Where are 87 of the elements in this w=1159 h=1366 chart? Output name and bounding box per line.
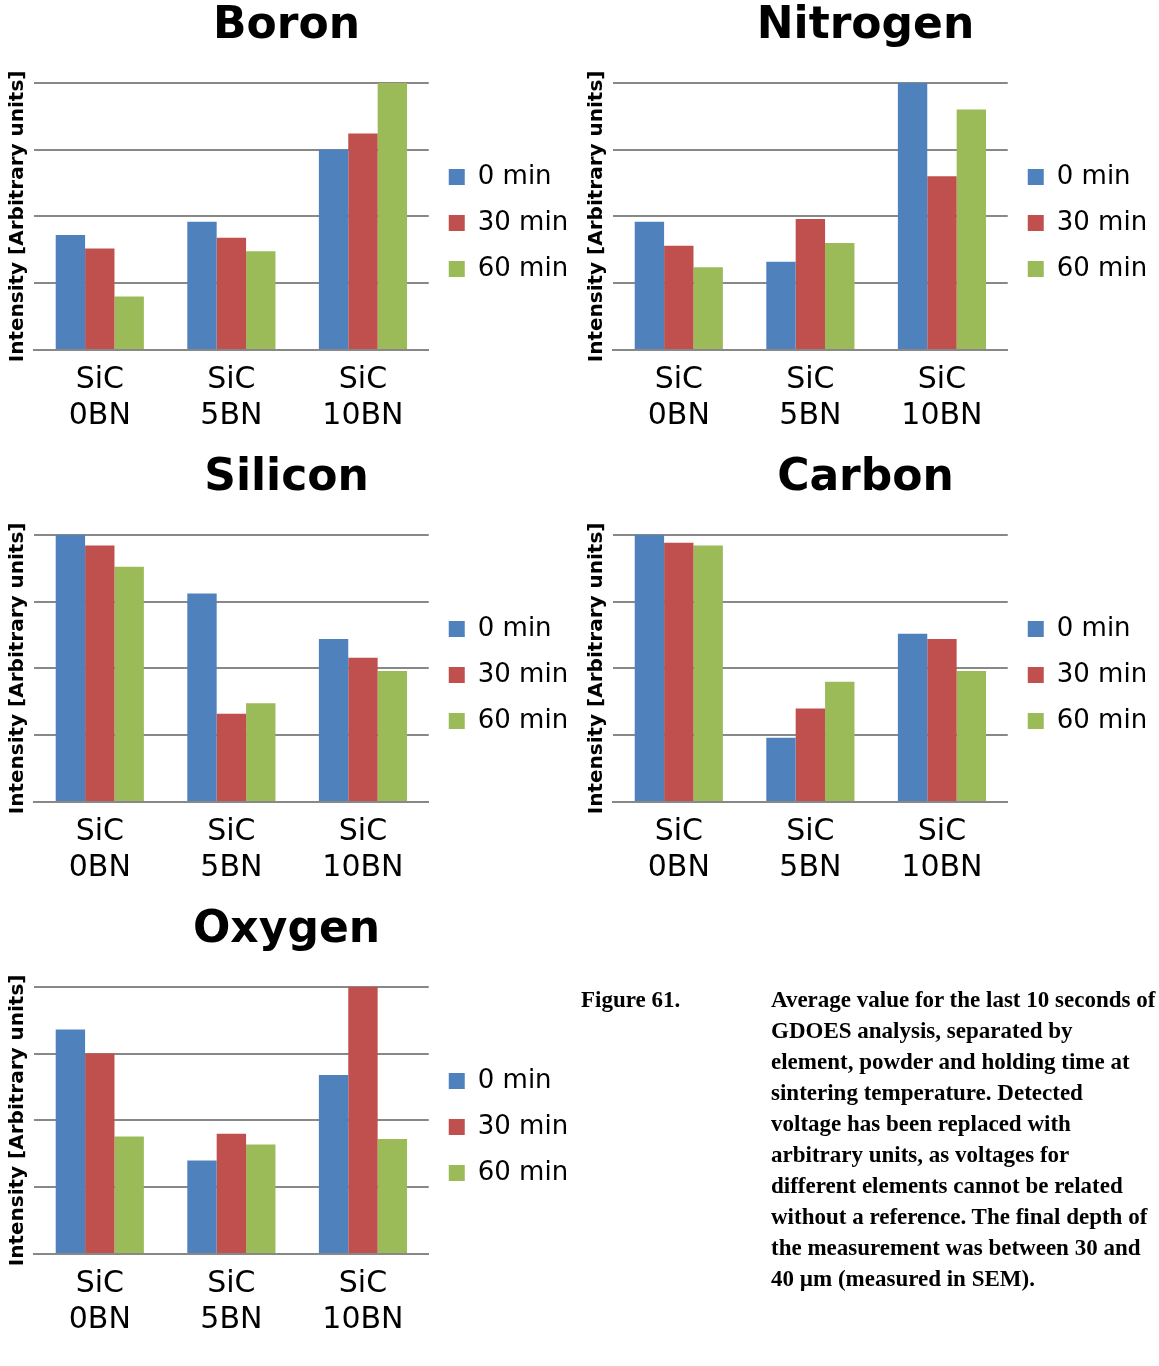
bar xyxy=(85,1053,115,1253)
bar xyxy=(114,566,144,801)
bar xyxy=(318,149,349,349)
bar xyxy=(187,221,217,349)
x-tick-label: SiC 10BN xyxy=(322,811,404,883)
legend-label: 60 min xyxy=(477,703,569,734)
bar xyxy=(825,681,855,801)
legend-label: 30 min xyxy=(477,1109,569,1140)
bar xyxy=(85,545,115,801)
x-tick-label: SiC 10BN xyxy=(901,359,983,431)
chart-title: Oxygen xyxy=(192,900,381,952)
legend-label: 0 min xyxy=(477,611,552,642)
bar xyxy=(55,534,86,801)
bar xyxy=(216,237,247,349)
bar xyxy=(693,267,723,349)
x-tick-label: SiC 10BN xyxy=(901,811,983,883)
bar xyxy=(377,82,408,349)
bar xyxy=(956,109,987,349)
legend-label: 60 min xyxy=(1056,703,1148,734)
bar xyxy=(897,633,928,801)
legend-label: 30 min xyxy=(1056,657,1148,688)
legend-label: 60 min xyxy=(477,251,569,282)
bar xyxy=(246,1144,276,1253)
bar xyxy=(114,1136,144,1253)
chart-title: Carbon xyxy=(777,448,954,500)
legend-label: 30 min xyxy=(477,657,569,688)
legend-label: 30 min xyxy=(477,205,569,236)
bar xyxy=(766,261,796,349)
x-tick-label: SiC 10BN xyxy=(322,359,404,431)
y-axis-title: Intensity [Arbitrary units] xyxy=(4,974,29,1267)
bar xyxy=(927,639,957,801)
bar xyxy=(664,245,694,349)
bar xyxy=(318,1074,349,1253)
x-tick-label: SiC 5BN xyxy=(200,359,263,431)
bar xyxy=(187,593,217,801)
bar xyxy=(927,176,957,349)
x-tick-label: SiC 0BN xyxy=(647,811,710,883)
bar xyxy=(795,219,826,349)
x-tick-label: SiC 0BN xyxy=(647,359,710,431)
x-tick-label: SiC 5BN xyxy=(200,811,263,883)
bar xyxy=(897,82,928,349)
bar xyxy=(114,296,144,349)
bar xyxy=(956,671,987,801)
bar xyxy=(216,1133,247,1253)
x-tick-label: SiC 0BN xyxy=(68,811,131,883)
bar xyxy=(634,534,665,801)
bar xyxy=(766,737,796,801)
text: Average value for the last 10 seconds of GDOES analysis, separated by element, powder and holding time at sintering temperature. Detected voltage has been replaced with arbitrary units, as voltages for different elements cannot be related without a reference. The final depth of the measurement was between 30 and 40 µm (measured in SEM). xyxy=(771,987,1156,1291)
y-axis-title: Intensity [Arbitrary units] xyxy=(4,70,29,363)
bar xyxy=(246,251,276,349)
bar xyxy=(377,671,408,801)
chart-title: Silicon xyxy=(204,448,369,500)
bar xyxy=(55,235,86,349)
bar xyxy=(634,221,665,349)
legend-label: 0 min xyxy=(1056,159,1131,190)
legend-label: 60 min xyxy=(1056,251,1148,282)
x-tick-label: SiC 0BN xyxy=(68,1263,131,1335)
bar xyxy=(187,1160,217,1253)
chart-title: Nitrogen xyxy=(756,0,975,48)
x-tick-label: SiC 5BN xyxy=(779,359,842,431)
bar xyxy=(348,657,378,801)
x-tick-label: SiC 5BN xyxy=(200,1263,263,1335)
bar xyxy=(318,639,349,801)
bar xyxy=(825,243,855,349)
bar xyxy=(216,713,247,801)
x-tick-label: SiC 10BN xyxy=(322,1263,404,1335)
chart-title: Boron xyxy=(212,0,361,48)
x-tick-label: SiC 5BN xyxy=(779,811,842,883)
y-axis-title: Intensity [Arbitrary units] xyxy=(4,522,29,815)
bar xyxy=(348,986,378,1253)
bar xyxy=(664,542,694,801)
caption: Figure 61. xyxy=(581,986,682,1014)
y-axis-title: Intensity [Arbitrary units] xyxy=(583,70,608,363)
legend-label: 0 min xyxy=(477,159,552,190)
bar xyxy=(85,248,115,349)
bar xyxy=(377,1139,408,1253)
legend-label: 60 min xyxy=(477,1155,569,1186)
bar xyxy=(55,1029,86,1253)
legend-label: 30 min xyxy=(1056,205,1148,236)
x-tick-label: SiC 0BN xyxy=(68,359,131,431)
y-axis-title: Intensity [Arbitrary units] xyxy=(583,522,608,815)
bar xyxy=(348,133,378,349)
legend-label: 0 min xyxy=(477,1063,552,1094)
bar xyxy=(693,545,723,801)
bar xyxy=(795,708,826,801)
legend-label: 0 min xyxy=(1056,611,1131,642)
bar xyxy=(246,703,276,801)
